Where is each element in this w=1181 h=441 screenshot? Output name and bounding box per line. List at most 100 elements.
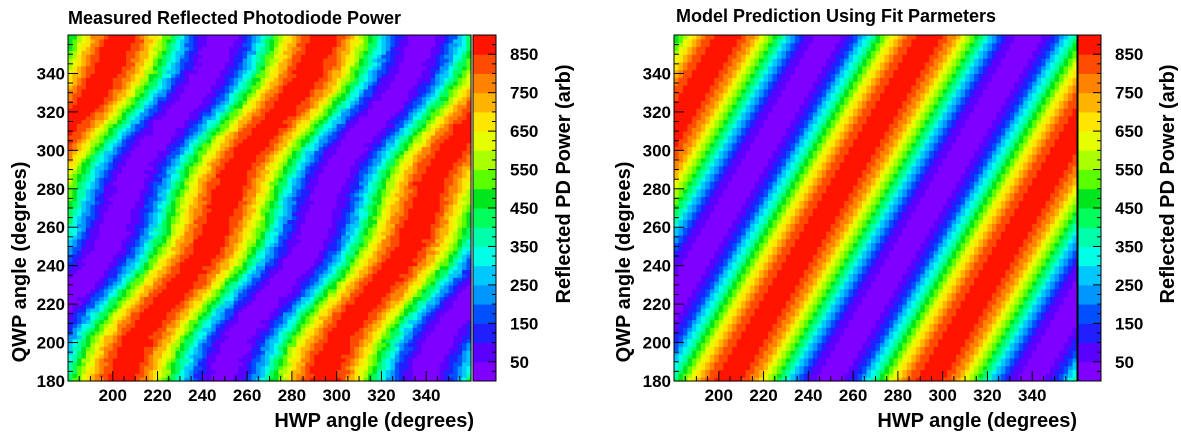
heatmap-cell	[273, 246, 280, 251]
heatmap-cell	[211, 38, 217, 44]
heatmap-cell	[85, 46, 91, 51]
heatmap-cell	[157, 173, 163, 178]
heatmap-cell	[309, 161, 315, 167]
heatmap-cell	[166, 350, 172, 355]
heatmap-cell	[247, 200, 253, 205]
heatmap-cell	[81, 123, 87, 128]
heatmap-cell	[72, 238, 78, 244]
heatmap-cell	[85, 204, 91, 209]
heatmap-cell	[144, 142, 150, 148]
heatmap-cell	[99, 277, 105, 282]
heatmap-cell	[242, 154, 248, 159]
heatmap-cell	[233, 219, 239, 224]
heatmap-cell	[108, 161, 114, 167]
heatmap-cell	[251, 108, 257, 113]
heatmap-cell	[148, 111, 154, 117]
heatmap-cell	[135, 69, 141, 75]
heatmap-cell	[81, 84, 87, 90]
heatmap-cell	[112, 357, 118, 363]
heatmap-cell	[251, 361, 257, 367]
heatmap-cell	[206, 365, 212, 371]
heatmap-cell	[220, 150, 226, 155]
heatmap-cell	[229, 215, 235, 221]
heatmap-cell	[260, 96, 266, 101]
heatmap-cell	[256, 231, 262, 236]
heatmap-cell	[108, 284, 114, 290]
heatmap-cell	[278, 357, 284, 363]
heatmap-cell	[238, 184, 244, 190]
heatmap-cell	[247, 354, 253, 359]
heatmap-cell	[269, 115, 275, 121]
heatmap-cell	[170, 169, 177, 174]
heatmap-cell	[94, 146, 100, 151]
heatmap-cell	[175, 131, 181, 136]
heatmap-cell	[85, 346, 91, 351]
heatmap-cell	[215, 357, 221, 363]
heatmap-cell	[251, 184, 257, 190]
heatmap-cell	[99, 123, 105, 128]
heatmap-cell	[188, 219, 194, 224]
heatmap-cell	[202, 215, 208, 221]
heatmap-cell	[72, 288, 78, 294]
heatmap-cell	[211, 150, 217, 155]
heatmap-cell	[157, 254, 163, 259]
heatmap-cell	[121, 219, 127, 224]
heatmap-cell	[269, 111, 275, 117]
heatmap-cell	[287, 181, 293, 186]
heatmap-cell	[282, 177, 289, 182]
heatmap-cell	[153, 350, 159, 355]
heatmap-cell	[309, 219, 315, 224]
heatmap-cell	[112, 69, 118, 75]
heatmap-cell	[278, 323, 284, 328]
heatmap-cell	[265, 115, 271, 121]
heatmap-cell	[211, 254, 217, 259]
heatmap-cell	[76, 231, 83, 236]
heatmap-cell	[166, 346, 172, 351]
heatmap-cell	[112, 369, 118, 374]
heatmap-cell	[251, 215, 257, 221]
heatmap-cell	[148, 127, 154, 132]
heatmap-cell	[197, 223, 203, 228]
heatmap-cell	[72, 88, 78, 94]
heatmap-cell	[90, 323, 96, 328]
heatmap-cell	[193, 288, 199, 294]
heatmap-cell	[238, 223, 244, 228]
heatmap-cell	[157, 77, 163, 82]
heatmap-cell	[224, 119, 230, 125]
heatmap-cell	[278, 50, 284, 55]
heatmap-cell	[144, 127, 150, 132]
heatmap-cell	[112, 342, 118, 347]
heatmap-cell	[175, 61, 181, 67]
heatmap-cell	[135, 150, 141, 155]
heatmap-cell	[162, 342, 168, 347]
heatmap-cell	[162, 246, 168, 251]
heatmap-cell	[162, 177, 168, 182]
heatmap-cell	[170, 215, 177, 221]
heatmap-cell	[72, 123, 78, 128]
heatmap-cell	[256, 315, 262, 321]
heatmap-cell	[117, 142, 123, 148]
heatmap-cell	[229, 38, 235, 44]
heatmap-cell	[162, 131, 168, 136]
heatmap-cell	[72, 150, 78, 155]
heatmap-cell	[72, 200, 78, 205]
heatmap-cell	[282, 354, 289, 359]
heatmap-cell	[251, 173, 257, 178]
heatmap-cell	[247, 281, 253, 286]
heatmap-cell	[81, 131, 87, 136]
heatmap-cell	[197, 119, 203, 125]
heatmap-cell	[233, 200, 239, 205]
heatmap-cell	[117, 154, 123, 159]
heatmap-cell	[197, 311, 203, 317]
heatmap-cell	[170, 357, 177, 363]
heatmap-cell	[72, 357, 78, 363]
heatmap-cell	[305, 354, 311, 359]
heatmap-cell	[278, 54, 284, 59]
heatmap-cell	[300, 192, 306, 198]
heatmap-cell	[135, 315, 141, 321]
heatmap-cell	[193, 269, 199, 274]
heatmap-cell	[179, 223, 186, 228]
heatmap-cell	[269, 219, 275, 224]
heatmap-cell	[251, 346, 257, 351]
heatmap-cell	[175, 323, 181, 328]
